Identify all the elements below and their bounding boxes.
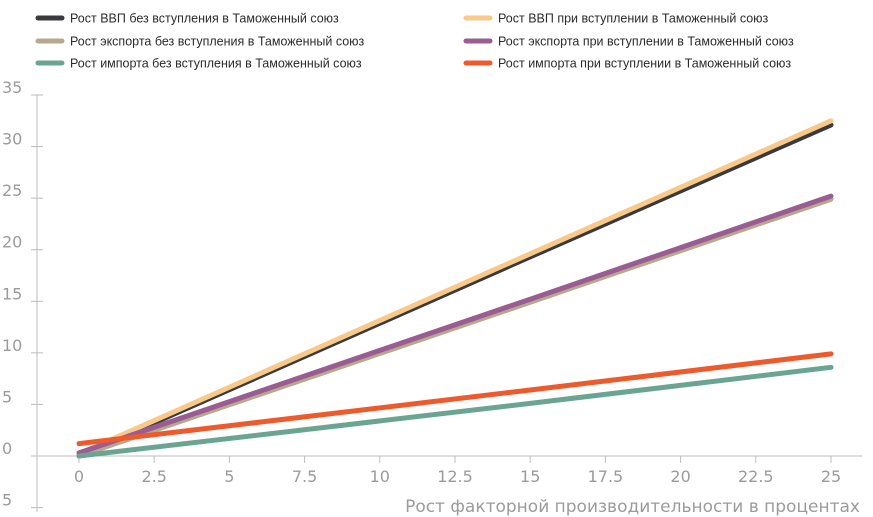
y-tick-label: 0 (2, 439, 12, 458)
legend-label: Рост импорта при вступлении в Таможенный… (498, 57, 791, 71)
y-tick-label: 15 (2, 284, 22, 303)
legend-item: Рост экспорта при вступлении в Таможенны… (463, 35, 794, 49)
legend-label: Рост ВВП при вступлении в Таможенный сою… (498, 12, 769, 26)
y-tick-label: 25 (2, 181, 22, 200)
x-tick-label: 0 (74, 467, 84, 486)
x-axis-title: Рост факторной производительности в проц… (405, 497, 860, 517)
x-tick-label: 22.5 (738, 467, 774, 486)
x-tick-label: 25 (821, 467, 841, 486)
y-tick-label: 5 (2, 491, 12, 510)
series-line (76, 118, 834, 457)
legend-item: Рост экспорта без вступления в Таможенны… (35, 35, 365, 49)
legend-label: Рост экспорта без вступления в Таможенны… (70, 35, 365, 49)
legend-item: Рост ВВП без вступления в Таможенный сою… (35, 12, 339, 26)
y-tick-label: 20 (2, 233, 22, 252)
legend-label: Рост экспорта при вступлении в Таможенны… (498, 35, 794, 49)
y-tick-label: 35 (2, 78, 22, 97)
legend: Рост ВВП без вступления в Таможенный сою… (35, 12, 794, 71)
x-tick-label: 10 (370, 467, 390, 486)
series-line (76, 196, 834, 459)
x-tick-label: 2.5 (141, 467, 166, 486)
x-tick-label: 17.5 (588, 467, 624, 486)
legend-item: Рост ВВП при вступлении в Таможенный сою… (463, 12, 769, 26)
series-lines (76, 118, 834, 459)
legend-label: Рост импорта без вступления в Таможенный… (70, 57, 362, 71)
x-tick-label: 7.5 (292, 467, 317, 486)
x-tick-label: 5 (224, 467, 234, 486)
x-tick-label: 20 (670, 467, 690, 486)
legend-label: Рост ВВП без вступления в Таможенный сою… (70, 12, 339, 26)
y-tick-label: 10 (2, 336, 22, 355)
legend-item: Рост импорта без вступления в Таможенный… (35, 57, 362, 71)
x-tick-label: 15 (520, 467, 540, 486)
x-tick-label: 12.5 (437, 467, 473, 486)
y-tick-label: 5 (2, 387, 12, 406)
axes: 35 30 25 20 15 10 5 0 5 0 2.5 5 7.5 10 12.5 15 17.5 20 22.… (2, 78, 862, 512)
series-line (76, 193, 834, 456)
series-line (76, 364, 834, 459)
series-line (76, 351, 834, 447)
y-tick-label: 30 (2, 130, 22, 149)
legend-item: Рост импорта при вступлении в Таможенный… (463, 57, 791, 71)
